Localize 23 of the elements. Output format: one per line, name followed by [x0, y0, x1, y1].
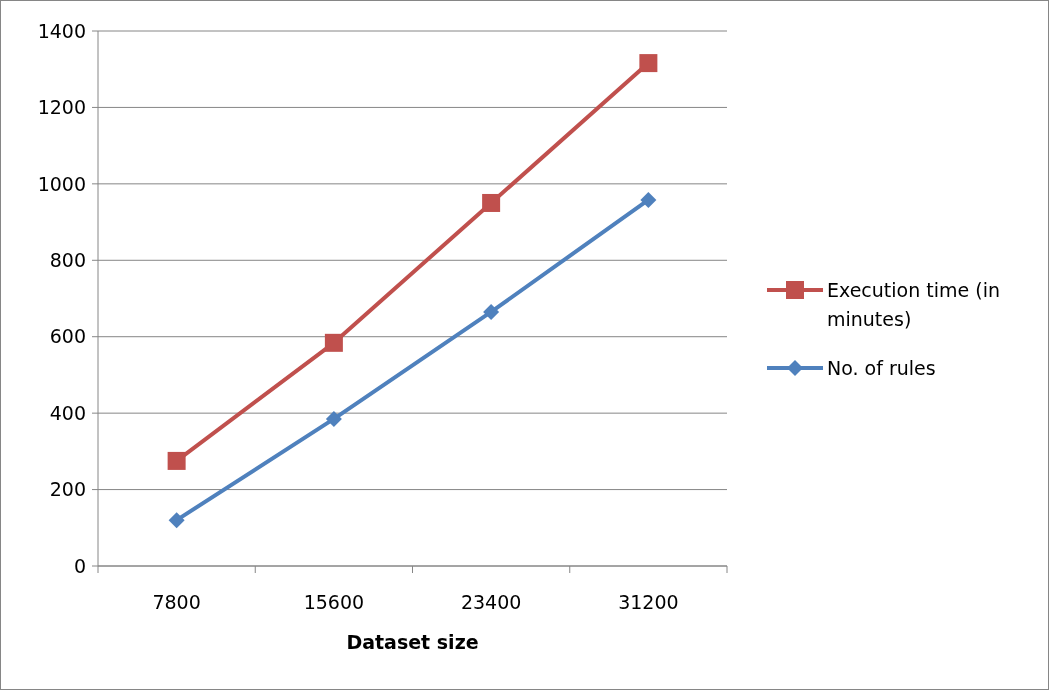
point	[639, 54, 658, 73]
x-tick-label: 7800	[152, 591, 201, 613]
y-tick-label: 1000	[37, 172, 86, 195]
point	[167, 451, 186, 470]
point	[325, 410, 342, 427]
point	[324, 333, 343, 352]
x-tick-label: 15600	[303, 591, 365, 613]
y-tick-label: 600	[49, 325, 86, 348]
y-tick-label: 800	[49, 248, 86, 271]
point	[482, 193, 501, 212]
x-tick-label: 31200	[618, 591, 679, 613]
legend-label: No. of rules	[827, 356, 936, 379]
x-tick-label: 23400	[460, 591, 522, 613]
legend-label: Execution time (in minutes)	[827, 278, 1000, 330]
y-tick-label: 1400	[37, 19, 86, 42]
y-tick-label: 400	[49, 401, 86, 424]
point	[168, 512, 185, 529]
y-tick-label: 200	[49, 478, 86, 501]
point	[640, 191, 657, 208]
y-tick-label: 1200	[37, 96, 86, 119]
point	[483, 303, 500, 320]
x-axis-title: Dataset size	[346, 631, 479, 653]
y-tick-label: 0	[73, 554, 86, 577]
